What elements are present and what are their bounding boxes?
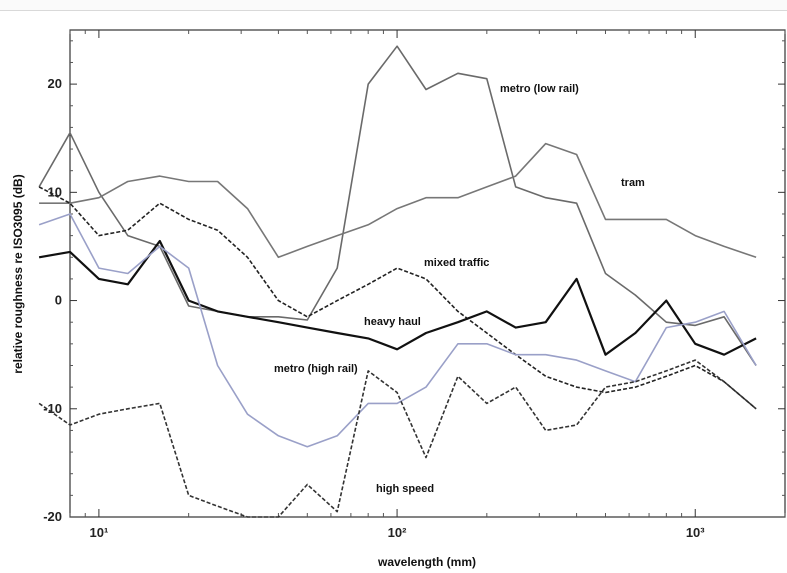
y-tick-label: -10 <box>43 401 62 416</box>
x-tick-label: 10¹ <box>89 525 108 540</box>
plot-frame <box>69 29 786 518</box>
series-label-tram: tram <box>621 177 645 189</box>
chart-series-labels: metro (low rail) tram mixed traffic heavy h… <box>274 83 645 495</box>
series-line-metro-high-rail- <box>38 213 757 448</box>
y-tick-label: -20 <box>43 509 62 524</box>
series-label-heavy-haul: heavy haul <box>364 316 421 328</box>
series-line-high-speed <box>38 359 757 518</box>
x-axis-label: wavelength (mm) <box>377 555 476 569</box>
y-tick-label: 20 <box>48 76 62 91</box>
series-label-high-speed: high speed <box>376 483 434 495</box>
x-tick-label: 10² <box>388 525 407 540</box>
window-top-strip <box>0 0 787 11</box>
series-line-heavy-haul <box>38 239 757 356</box>
series-label-metro-low-rail-: metro (low rail) <box>500 83 579 95</box>
x-tick-label: 10³ <box>686 525 705 540</box>
series-line-mixed-traffic <box>38 186 757 410</box>
series-label-mixed-traffic: mixed traffic <box>424 257 489 269</box>
chart-ticks: -20 -10 0 10 20 10¹ 10² 10³ <box>43 30 786 540</box>
series-label-metro-high-rail-: metro (high rail) <box>274 363 358 375</box>
y-axis-label: relative roughness re ISO3095 (dB) <box>11 174 25 373</box>
y-tick-label: 10 <box>48 184 62 199</box>
y-tick-label: 0 <box>55 293 62 308</box>
series-line-tram <box>39 142 757 259</box>
chart-series <box>38 45 757 518</box>
